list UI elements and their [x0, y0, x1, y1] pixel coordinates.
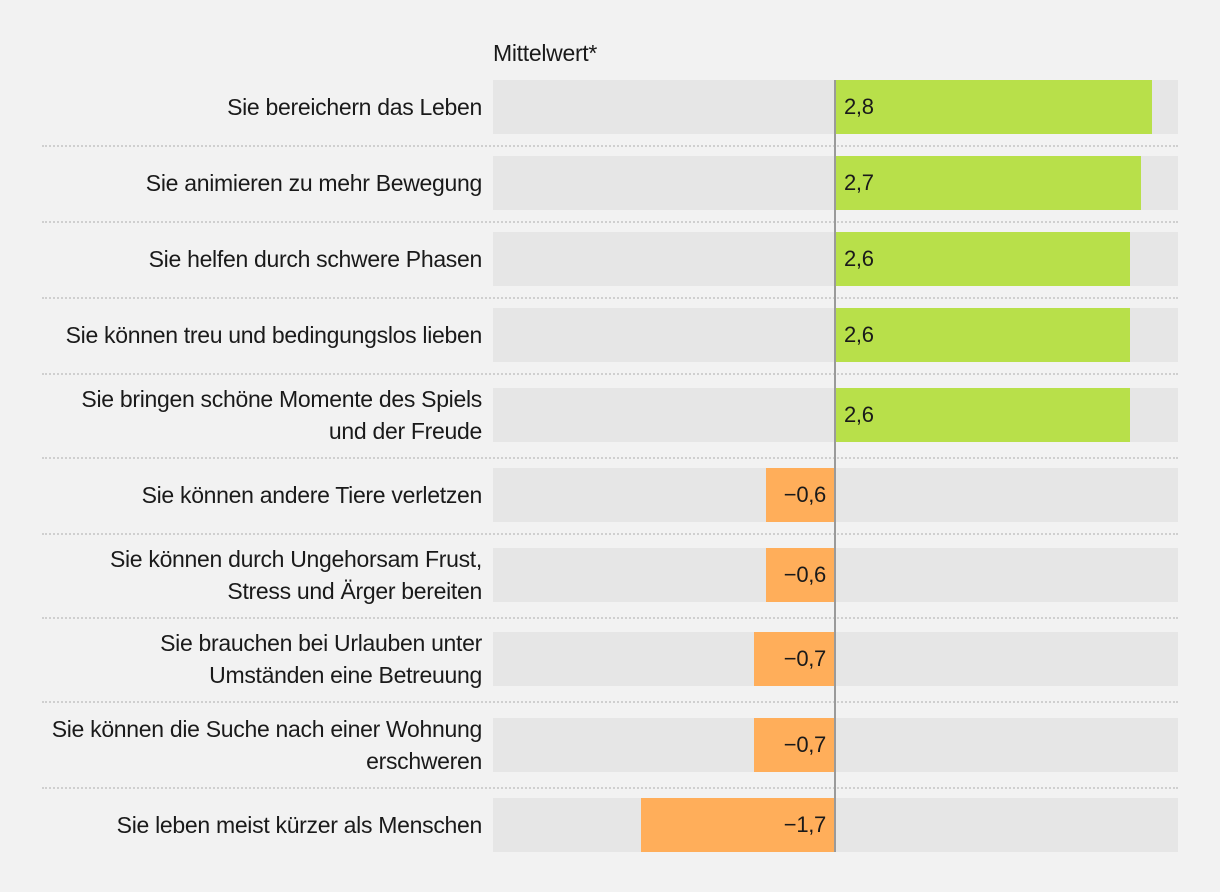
category-label-line: Sie brauchen bei Urlauben unter: [160, 630, 482, 656]
bar-negative: [754, 718, 834, 772]
category-label-line: Sie können durch Ungehorsam Frust,: [109, 546, 482, 572]
data-label: −1,7: [783, 812, 827, 837]
category-label-line: Sie können andere Tiere verletzen: [141, 482, 483, 508]
bar-negative: [640, 798, 834, 852]
chart-row: Sie können durch Ungehorsam Frust, Stress…: [0, 546, 1220, 604]
row-separator: [42, 457, 1178, 459]
bar-positive: [834, 308, 1130, 362]
category-label-line: Sie leben meist kürzer als Menschen: [116, 812, 483, 838]
category-label-line: Umständen eine Betreuung: [209, 662, 482, 688]
bar-track: [493, 798, 1178, 852]
chart-row: Sie helfen durch schwere Phasen 2,6: [0, 232, 1220, 286]
zero-axis-line: [834, 80, 836, 852]
chart-row: Sie können andere Tiere verletzen −0,6: [0, 468, 1220, 522]
chart-row: Sie animieren zu mehr Bewegung 2,7: [0, 156, 1220, 210]
category-label-line: erschweren: [366, 748, 482, 774]
bar-positive: [834, 388, 1130, 442]
row-separator: [42, 297, 1178, 299]
category-label-line: Sie bringen schöne Momente des Spiels: [81, 386, 482, 412]
category-label: Sie animieren zu mehr Bewegung: [22, 167, 483, 199]
bar-negative: [765, 548, 834, 602]
category-label: Sie bereichern das Leben: [22, 91, 482, 123]
category-label: Sie können die Suche nach einer Wohnung e…: [22, 713, 483, 777]
data-label: 2,6: [844, 402, 874, 427]
bar-negative: [765, 468, 834, 522]
chart-header: Mittelwert*: [493, 40, 598, 66]
bar-track: [493, 718, 1178, 772]
row-separator: [42, 533, 1178, 535]
data-label: −0,6: [783, 562, 827, 587]
data-label: −0,7: [783, 732, 827, 757]
chart-row: Sie bringen schöne Momente des Spiels und…: [0, 386, 1220, 444]
row-separator: [42, 145, 1178, 147]
chart-row: Sie bereichern das Leben 2,8: [0, 80, 1220, 134]
bar-track: [493, 632, 1178, 686]
category-label: Sie leben meist kürzer als Menschen: [22, 809, 483, 841]
data-label: 2,6: [844, 322, 874, 347]
data-label: −0,6: [783, 482, 827, 507]
category-label-line: Sie können treu und bedingungslos lieben: [65, 322, 483, 348]
category-label-line: Sie können die Suche nach einer Wohnung: [51, 716, 483, 742]
row-separator: [42, 701, 1178, 703]
bar-positive: [834, 156, 1141, 210]
data-label: 2,6: [844, 246, 874, 271]
category-label-line: Sie helfen durch schwere Phasen: [148, 246, 483, 272]
data-label: 2,7: [844, 170, 874, 195]
data-label: 2,8: [844, 94, 874, 119]
category-label: Sie helfen durch schwere Phasen: [22, 243, 483, 275]
category-label-line: Sie animieren zu mehr Bewegung: [145, 170, 483, 196]
bar-positive: [834, 80, 1153, 134]
chart-row: Sie können treu und bedingungslos lieben…: [0, 308, 1220, 362]
bar-positive: [834, 232, 1130, 286]
bar-track: [493, 548, 1178, 602]
bar-negative: [754, 632, 834, 686]
category-label-line: und der Freude: [328, 418, 482, 444]
row-separator: [42, 373, 1178, 375]
row-separator: [42, 787, 1178, 789]
category-label-line: Stress und Ärger bereiten: [227, 578, 482, 604]
chart-row: Sie brauchen bei Urlauben unter Umständen…: [0, 630, 1220, 688]
category-label: Sie können treu und bedingungslos lieben: [22, 319, 483, 351]
row-separator: [42, 221, 1178, 223]
row-separator: [42, 617, 1178, 619]
category-label: Sie können durch Ungehorsam Frust, Stress…: [22, 543, 482, 607]
category-label-line: Sie bereichern das Leben: [227, 94, 482, 120]
chart-row: Sie können die Suche nach einer Wohnung e…: [0, 716, 1220, 774]
category-label: Sie brauchen bei Urlauben unter Umständen…: [22, 627, 482, 691]
category-label: Sie bringen schöne Momente des Spiels und…: [22, 383, 482, 447]
chart-row: Sie leben meist kürzer als Menschen −1,7: [0, 798, 1220, 852]
category-label: Sie können andere Tiere verletzen: [22, 479, 483, 511]
data-label: −0,7: [783, 646, 827, 671]
bar-track: [493, 468, 1178, 522]
